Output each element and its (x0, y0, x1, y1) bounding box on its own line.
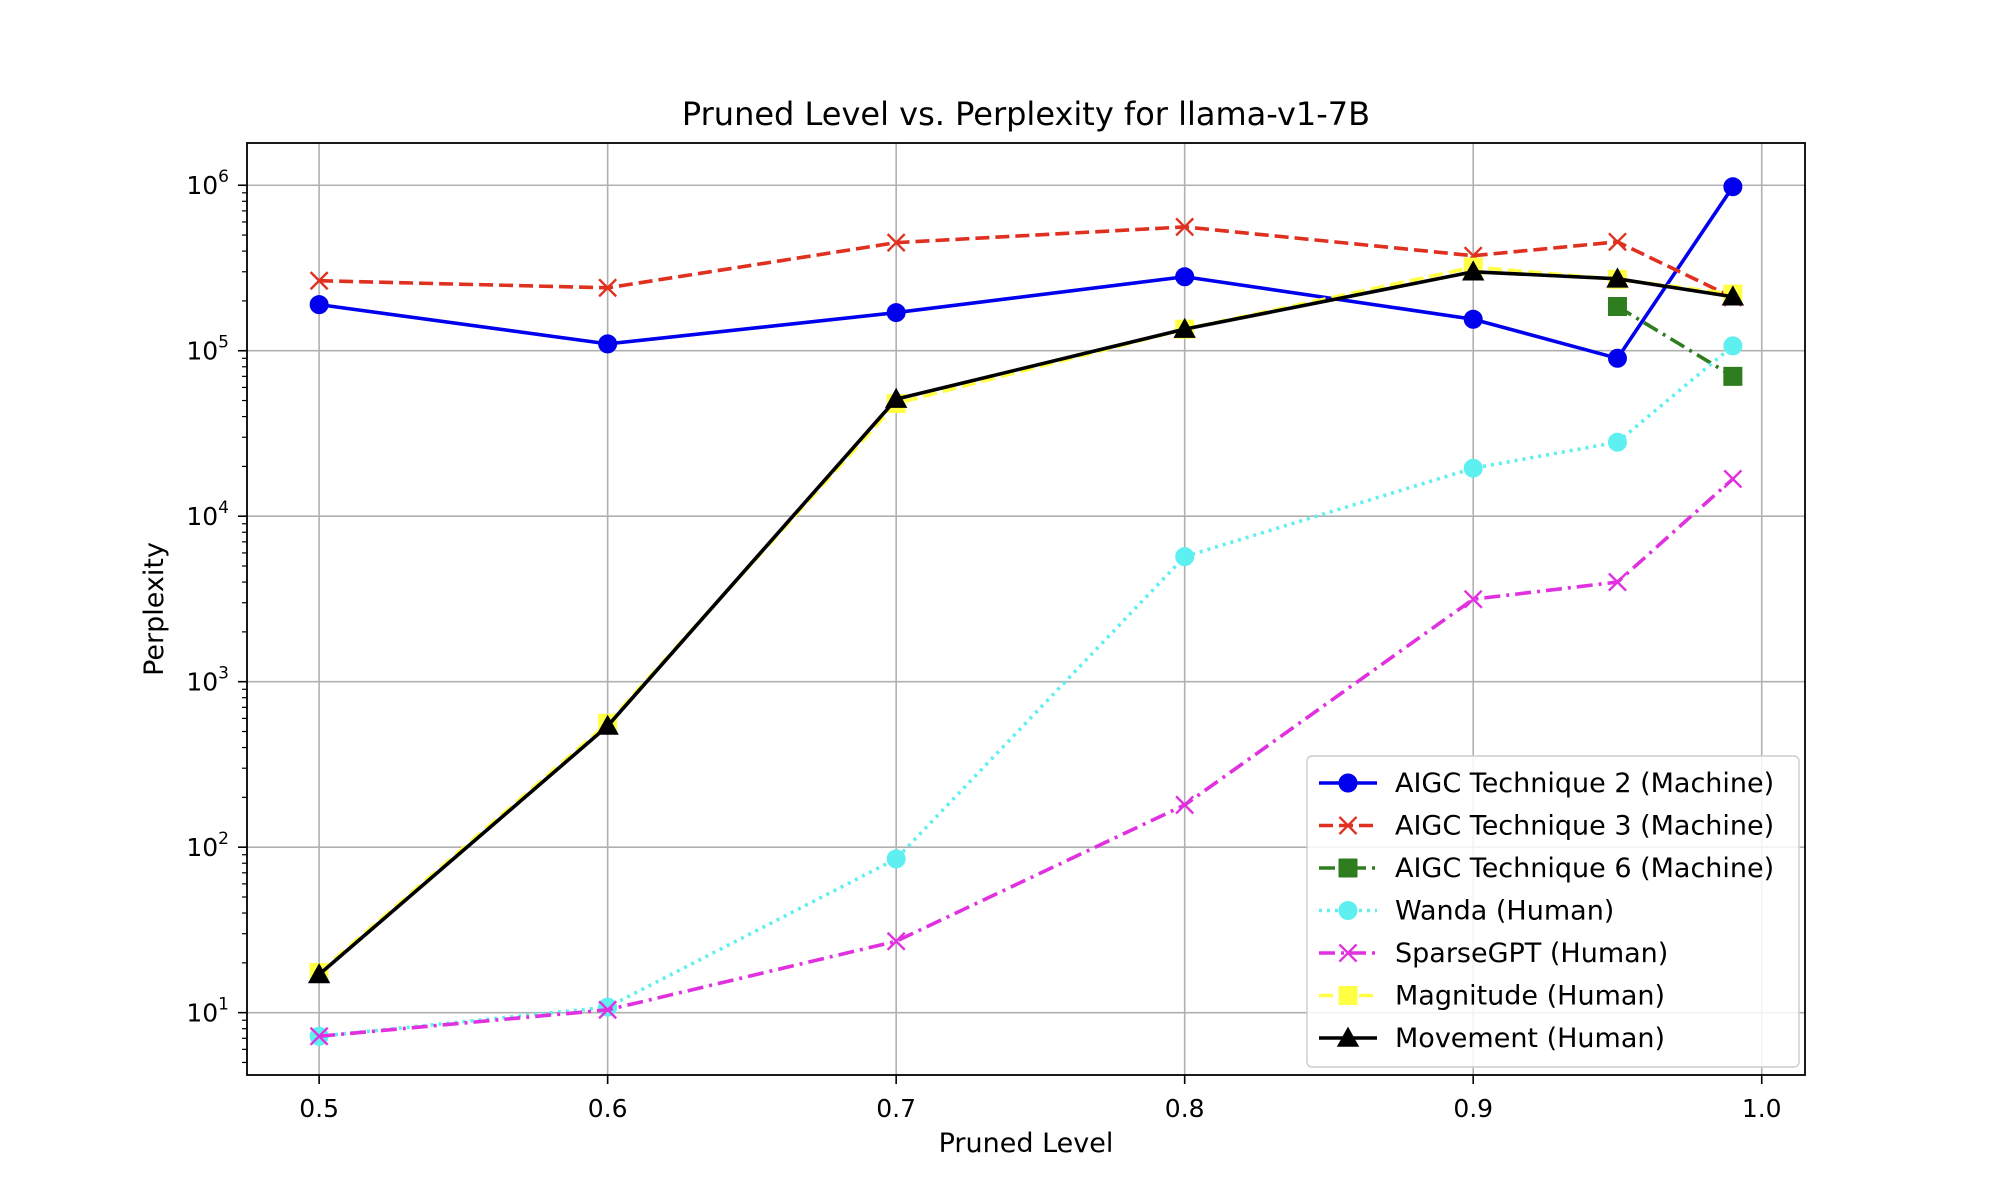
legend-entry: Magnitude (Human) (1319, 981, 1665, 1012)
data-point (1723, 177, 1743, 197)
data-point (1462, 260, 1485, 281)
data-point (1463, 309, 1483, 329)
data-point (1608, 572, 1627, 592)
legend-label: AIGC Technique 2 (Machine) (1395, 768, 1774, 799)
data-point (1721, 285, 1745, 306)
legend: AIGC Technique 2 (Machine) AIGC Technique… (1306, 755, 1800, 1068)
series-6 (307, 260, 1745, 984)
x-tick-label: 0.8 (1165, 1094, 1205, 1123)
y-tick-label: 104 (186, 498, 229, 531)
legend-entry: AIGC Technique 6 (Machine) (1319, 853, 1774, 884)
data-point (1608, 232, 1627, 252)
legend-entry: AIGC Technique 2 (Machine) (1319, 768, 1774, 799)
legend-marker (1336, 1026, 1360, 1047)
legend-box (1306, 755, 1800, 1068)
x-tick-label: 0.7 (876, 1094, 916, 1123)
data-point (1606, 267, 1629, 288)
x-axis-label: Pruned Level (939, 1128, 1114, 1159)
data-point (598, 334, 618, 354)
data-point (598, 278, 618, 298)
data-point (1173, 317, 1196, 338)
data-point (596, 714, 619, 735)
data-point (307, 963, 331, 984)
data-point (309, 271, 329, 291)
legend-marker (1338, 986, 1358, 1005)
data-point (1175, 547, 1195, 567)
data-point (1723, 366, 1743, 386)
legend-marker (1338, 943, 1358, 963)
legend-marker (1338, 858, 1358, 878)
y-tick-label: 105 (186, 333, 229, 366)
x-tick-label: 0.6 (588, 1094, 628, 1123)
legend-label: Wanda (Human) (1395, 896, 1614, 927)
data-point (1463, 458, 1483, 478)
data-point (1463, 589, 1483, 609)
x-tick-label: 0.5 (299, 1094, 339, 1123)
plot-frame (246, 142, 1806, 1076)
series-0 (309, 177, 1743, 368)
data-point (1175, 267, 1195, 287)
legend-label: SparseGPT (Human) (1395, 938, 1668, 969)
legend-label: AIGC Technique 6 (Machine) (1395, 853, 1774, 884)
series-4 (309, 469, 1743, 1046)
data-point (598, 997, 618, 1017)
data-point (1607, 432, 1627, 452)
x-tick-label: 1.0 (1742, 1094, 1782, 1123)
data-point (886, 233, 906, 253)
data-point (886, 931, 906, 951)
legend-entry: Movement (Human) (1319, 1023, 1665, 1054)
y-tick-label: 102 (186, 829, 229, 862)
data-point (1175, 217, 1195, 237)
legend-marker (1338, 816, 1358, 835)
legend-marker (1338, 773, 1358, 793)
legend-label: Movement (Human) (1395, 1023, 1665, 1054)
legend-entry: Wanda (Human) (1319, 896, 1614, 927)
legend-entry: AIGC Technique 3 (Machine) (1319, 811, 1774, 842)
series-line (1616, 304, 1734, 378)
legend-label: Magnitude (Human) (1395, 981, 1665, 1012)
legend-label: AIGC Technique 3 (Machine) (1395, 811, 1774, 842)
series-layer (307, 177, 1745, 1046)
data-point (1607, 348, 1627, 368)
data-point (1175, 795, 1195, 815)
data-point (1607, 297, 1627, 317)
data-point (309, 1026, 329, 1046)
data-point (884, 387, 908, 408)
data-point (1723, 336, 1743, 356)
ticks: 0.5 0.6 0.7 0.8 0.9 1.0 101 102 103 104 105 106 (186, 167, 1781, 1123)
y-axis-label: Perplexity (139, 542, 170, 676)
data-point (886, 303, 906, 323)
chart-title: Pruned Level vs. Perplexity for llama-v1… (682, 95, 1370, 133)
data-point (309, 295, 329, 315)
data-point (1723, 469, 1743, 489)
data-point (886, 849, 906, 869)
y-tick-label: 103 (186, 664, 229, 697)
y-tick-label: 106 (186, 167, 229, 200)
legend-entry: SparseGPT (Human) (1319, 938, 1668, 969)
series-2 (1607, 297, 1743, 386)
legend-marker (1338, 901, 1358, 920)
data-point (598, 1000, 618, 1020)
x-tick-label: 0.9 (1453, 1094, 1493, 1123)
y-tick-label: 101 (186, 995, 229, 1028)
